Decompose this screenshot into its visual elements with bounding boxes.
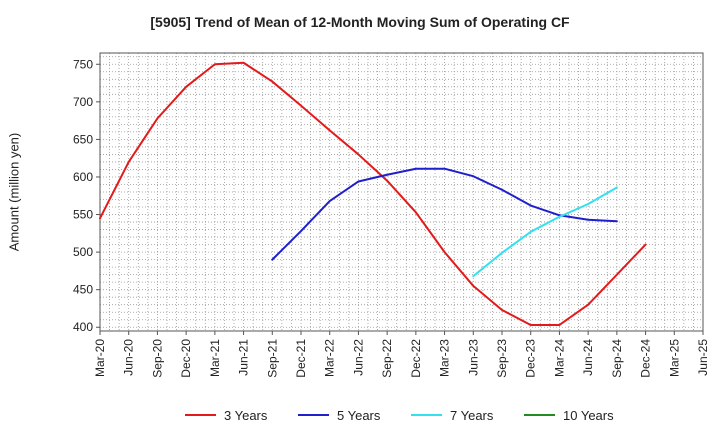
legend-label-10-years: 10 Years [563, 408, 614, 423]
grid-lines [100, 53, 703, 331]
x-tick-label: Sep-23 [495, 339, 509, 378]
x-tick-label: Sep-21 [265, 339, 279, 378]
x-tick-label: Dec-21 [294, 339, 308, 378]
x-tick-label: Dec-20 [179, 339, 193, 378]
x-tick-label: Jun-25 [696, 339, 710, 376]
y-tick-label: 400 [73, 320, 93, 334]
y-tick-label: 650 [73, 132, 93, 146]
x-tick-label: Jun-23 [466, 339, 480, 376]
x-tick-label: Sep-22 [380, 339, 394, 378]
x-tick-label: Jun-24 [581, 339, 595, 376]
x-tick-label: Mar-25 [667, 339, 681, 377]
x-tick-label: Sep-20 [150, 339, 164, 378]
x-tick-label: Jun-20 [122, 339, 136, 376]
legend-label-3-years: 3 Years [224, 408, 268, 423]
x-tick-label: Mar-22 [323, 339, 337, 377]
y-tick-label: 700 [73, 95, 93, 109]
x-tick-label: Mar-24 [552, 339, 566, 377]
y-tick-label: 600 [73, 170, 93, 184]
y-tick-label: 550 [73, 208, 93, 222]
x-tick-label: Dec-22 [409, 339, 423, 378]
x-tick-label: Mar-23 [438, 339, 452, 377]
series-lines [99, 61, 647, 326]
x-tick-label: Dec-24 [639, 339, 653, 378]
x-tick-label: Mar-21 [208, 339, 222, 377]
series-line-5-years [271, 167, 618, 261]
y-tick-label: 500 [73, 245, 93, 259]
legend-label-7-years: 7 Years [450, 408, 494, 423]
series-line-7-years [472, 186, 618, 278]
legend-label-5-years: 5 Years [337, 408, 381, 423]
plot-area [99, 52, 704, 332]
x-tick-label: Jun-22 [351, 339, 365, 376]
legend: 3 Years 5 Years 7 Years 10 Years [185, 408, 614, 423]
y-tick-label: 450 [73, 283, 93, 297]
x-tick-label: Jun-21 [237, 339, 251, 376]
y-tick-label: 750 [73, 57, 93, 71]
chart-title: [5905] Trend of Mean of 12-Month Moving … [150, 14, 570, 30]
x-tick-label: Mar-20 [93, 339, 107, 377]
x-tick-label: Sep-24 [610, 339, 624, 378]
x-axis: Mar-20 Jun-20 Sep-20 Dec-20 Mar-21 Jun-21 Sep-… [93, 331, 710, 378]
series-line-3-years [99, 61, 647, 326]
x-tick-label: Dec-23 [524, 339, 538, 378]
y-axis: 400 450 500 550 600 650 700 750 [73, 57, 100, 334]
